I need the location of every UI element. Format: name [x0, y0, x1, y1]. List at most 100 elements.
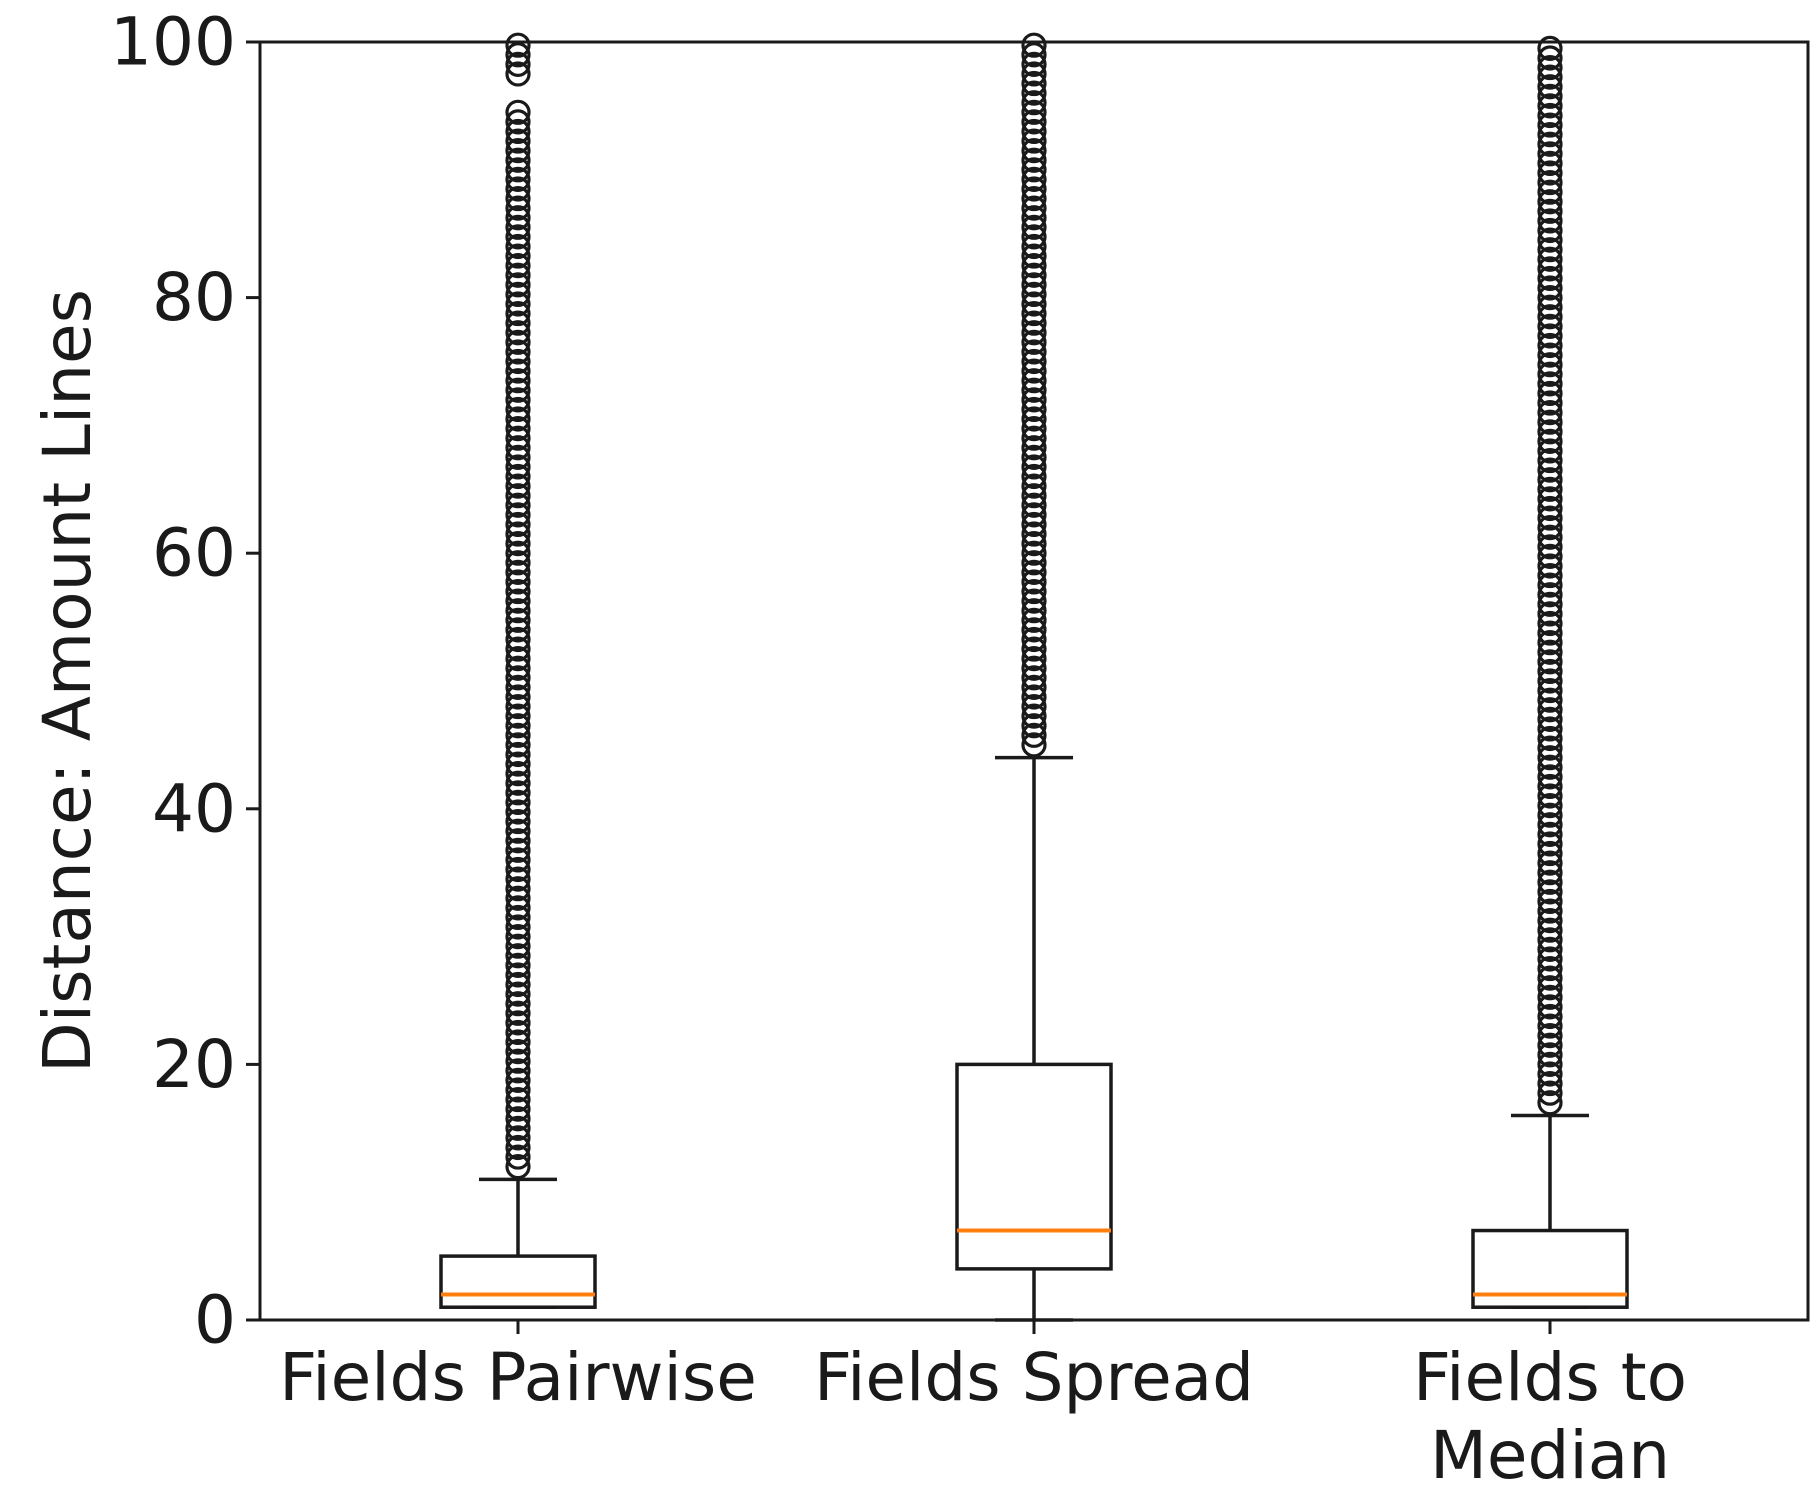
outlier-point — [505, 1106, 531, 1132]
outlier-point — [505, 118, 531, 145]
box-iqr-0 — [439, 1254, 597, 1309]
outlier-point — [505, 1029, 531, 1055]
outlier-point — [1021, 42, 1047, 68]
outlier-point — [505, 818, 531, 844]
outlier-point — [1021, 387, 1047, 413]
outlier-point — [505, 377, 531, 403]
outlier-point — [1537, 840, 1563, 867]
outlier-point — [1537, 102, 1563, 129]
outlier-point — [505, 166, 531, 192]
outlier-point — [1021, 722, 1047, 748]
outliers-2 — [1537, 35, 1563, 1116]
outlier-point — [505, 99, 531, 125]
outlier-point — [1021, 70, 1047, 97]
outlier-point — [1537, 361, 1563, 387]
outlier-point — [1537, 1070, 1563, 1097]
outlier-point — [505, 272, 531, 298]
outlier-point — [1021, 377, 1047, 403]
outlier-point — [1537, 677, 1563, 704]
outlier-point — [505, 693, 531, 720]
outlier-point — [1537, 438, 1563, 464]
outlier-point — [1021, 233, 1047, 260]
outlier-point — [505, 780, 531, 806]
outlier-point — [1537, 476, 1563, 502]
outlier-point — [1021, 502, 1047, 528]
outlier-point — [1537, 946, 1563, 972]
outlier-point — [1021, 368, 1047, 394]
outlier-point — [1537, 150, 1563, 177]
outlier-point — [505, 128, 531, 154]
outlier-point — [505, 1144, 531, 1170]
outlier-point — [1537, 342, 1563, 368]
outlier-point — [1537, 668, 1563, 694]
x-tick-label-2-1: Median — [1430, 1417, 1670, 1490]
outlier-point — [1537, 591, 1563, 617]
outlier-point — [505, 435, 531, 461]
y-axis: 0 20 40 60 80 100 — [110, 4, 260, 1359]
outlier-point — [1537, 505, 1563, 531]
outlier-point — [1021, 320, 1047, 346]
box-iqr-2 — [1471, 1228, 1629, 1309]
outlier-point — [1537, 802, 1563, 828]
outlier-point — [1537, 1003, 1563, 1030]
outlier-point — [505, 396, 531, 423]
outlier-point — [1021, 521, 1047, 547]
outlier-point — [1537, 400, 1563, 426]
outlier-point — [505, 550, 531, 576]
outlier-point — [1021, 80, 1047, 106]
outlier-point — [505, 502, 531, 528]
outlier-point — [1021, 559, 1047, 585]
outlier-point — [1021, 550, 1047, 576]
outlier-point — [505, 425, 531, 451]
outlier-point — [505, 923, 531, 950]
outlier-point — [505, 885, 531, 911]
outlier-point — [505, 281, 531, 308]
outlier-point — [1021, 272, 1047, 298]
y-tick-label-0: 0 — [194, 1282, 236, 1359]
box-iqr-1 — [955, 1062, 1113, 1271]
outlier-point — [1537, 285, 1563, 311]
outlier-point — [1537, 409, 1563, 435]
outlier-point — [1537, 64, 1563, 90]
outlier-point — [1537, 821, 1563, 847]
outlier-point — [505, 61, 531, 87]
outlier-point — [1537, 725, 1563, 752]
outlier-point — [1021, 578, 1047, 605]
outlier-point — [1021, 291, 1047, 317]
outlier-point — [1021, 646, 1047, 672]
outlier-point — [1021, 569, 1047, 595]
outlier-point — [1021, 224, 1047, 250]
outlier-point — [1537, 562, 1563, 589]
outlier-point — [505, 646, 531, 672]
outlier-point — [505, 185, 531, 212]
outlier-point — [1021, 253, 1047, 279]
outlier-point — [505, 1115, 531, 1141]
outlier-point — [1537, 984, 1563, 1010]
outlier-point — [505, 300, 531, 327]
outlier-point — [1537, 620, 1563, 646]
outlier-point — [1537, 304, 1563, 330]
outlier-point — [505, 1019, 531, 1046]
outlier-point — [505, 636, 531, 662]
outlier-point — [505, 895, 531, 921]
outlier-point — [505, 952, 531, 978]
outlier-point — [505, 607, 531, 633]
outlier-point — [505, 703, 531, 729]
outlier-point — [1537, 208, 1563, 234]
outlier-point — [1537, 582, 1563, 608]
outlier-point — [1021, 636, 1047, 662]
box-group-2 — [1471, 35, 1629, 1309]
outlier-point — [1537, 1090, 1563, 1116]
x-tick-label-0-0: Fields Pairwise — [279, 1339, 757, 1416]
outlier-point — [505, 109, 531, 135]
outlier-point — [1021, 109, 1047, 135]
outlier-point — [1537, 313, 1563, 339]
outlier-point — [1537, 888, 1563, 915]
outlier-point — [1537, 649, 1563, 675]
outlier-point — [505, 837, 531, 863]
outlier-point — [1021, 157, 1047, 183]
outlier-point — [505, 406, 531, 432]
outlier-point — [1021, 626, 1047, 653]
outlier-point — [1537, 352, 1563, 378]
outlier-point — [1537, 735, 1563, 761]
